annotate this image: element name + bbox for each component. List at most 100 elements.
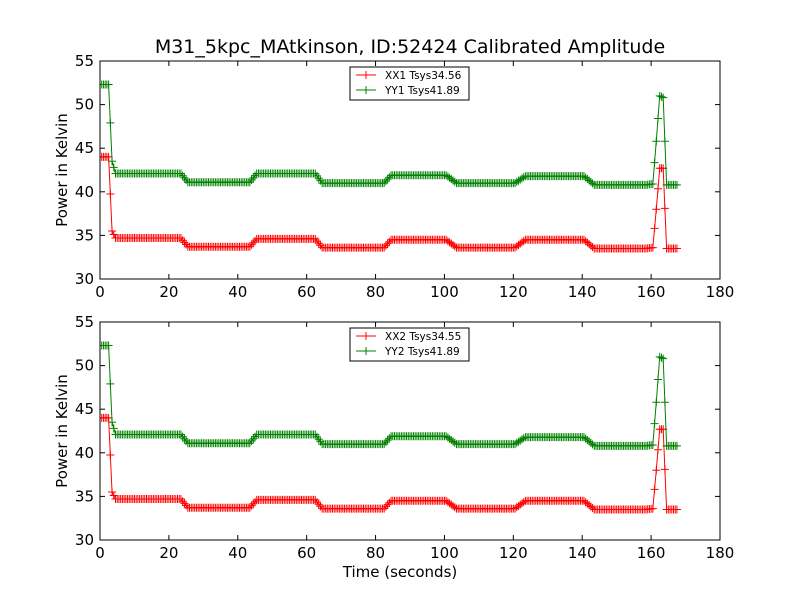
data-point [381,502,390,511]
data-point [650,485,659,494]
y-tick-label: 40 [75,183,94,201]
y-tick-label: 55 [75,313,94,331]
y-tick-label: 35 [75,487,94,505]
data-point [588,440,597,449]
y-tick-label: 30 [75,270,94,288]
data-point [659,354,668,363]
series-markers [100,413,681,514]
plot-frame [99,321,721,541]
data-point [245,503,254,512]
data-point [650,419,659,428]
data-point [385,237,394,246]
series-2 [100,341,681,450]
data-point [380,243,389,252]
data-point [654,114,662,123]
data-point [385,498,394,507]
data-point [383,436,392,445]
series-markers [100,341,681,450]
x-tick-label: 120 [499,544,528,562]
x-tick-label: 120 [499,283,528,301]
y-tick-label: 50 [75,96,94,114]
x-tick-label: 100 [430,283,459,301]
data-point [588,243,597,252]
x-tick-label: 160 [637,283,666,301]
data-point [519,498,528,507]
plot-area [100,80,681,253]
data-point [381,241,390,250]
data-point [650,224,659,233]
data-point [652,205,661,214]
data-point [648,504,657,513]
data-point [380,504,389,513]
data-point [108,418,117,427]
data-point [660,398,669,407]
y-tick-label: 40 [75,444,94,462]
panels: 0 20 40 60 80 100 120 140 160 180 30 35 40 45 50 55 Powe… [53,52,734,581]
data-point [109,491,118,500]
data-point [247,501,256,510]
data-point [247,240,256,249]
data-point [383,239,392,248]
data-point [108,157,117,166]
y-axis-label: Power in Kelvin [53,374,71,488]
data-point [660,204,669,213]
data-point [108,488,117,497]
legend-label: XX2 Tsys34.55 [385,331,461,343]
series-1 [100,152,681,253]
legend-box [349,327,470,362]
x-tick-label: 40 [228,283,247,301]
legend-swatch-marker [362,71,370,79]
x-tick-label: 0 [95,544,105,562]
data-point [450,242,459,251]
data-point [380,440,389,449]
data-point [660,137,669,146]
data-point [109,163,118,172]
data-point [104,80,113,89]
data-point [106,379,115,388]
x-tick-label: 140 [568,283,597,301]
data-point [450,438,459,447]
plot-frame [99,60,721,280]
data-point [588,179,597,188]
x-tick-label: 60 [297,544,316,562]
y-tick-label: 45 [75,400,94,418]
data-point [104,413,113,422]
data-point [659,93,668,102]
data-point [108,227,117,236]
data-point [519,237,528,246]
y-tick-label: 35 [75,226,94,244]
data-point [383,175,392,184]
data-point [383,500,392,509]
series-markers [100,152,681,253]
x-tick-label: 80 [366,283,385,301]
data-point [519,434,528,443]
y-tick-label: 30 [75,531,94,549]
legend-label: YY1 Tsys41.89 [384,85,460,97]
data-point [654,375,662,384]
data-point [650,158,659,167]
legend-swatch-marker [362,347,370,355]
x-tick-label: 140 [568,544,597,562]
data-point [381,438,390,447]
figure-title: M31_5kpc_MAtkinson, ID:52424 Calibrated … [155,36,665,58]
data-point [104,152,113,161]
x-tick-label: 180 [706,544,735,562]
data-point [450,503,459,512]
x-tick-label: 20 [159,544,178,562]
x-tick-label: 20 [159,283,178,301]
data-point [655,91,664,100]
y-axis-label: Power in Kelvin [53,113,71,227]
data-point [450,177,459,186]
x-axis-label: Time (seconds) [342,563,458,581]
data-point [106,189,115,198]
data-point [104,341,113,350]
legend-label: YY2 Tsys41.89 [384,346,460,358]
legend-item-1: XX2 Tsys34.55 [356,331,461,343]
data-point [672,441,681,450]
data-point [657,353,666,362]
legend-box [349,66,470,101]
plot-panel-2: 0 20 40 60 80 100 120 140 160 180 30 35 40 45 50 55 Powe… [53,313,734,581]
x-tick-label: 160 [637,544,666,562]
data-point [652,398,661,407]
legend-item-2: YY2 Tsys41.89 [356,346,460,358]
